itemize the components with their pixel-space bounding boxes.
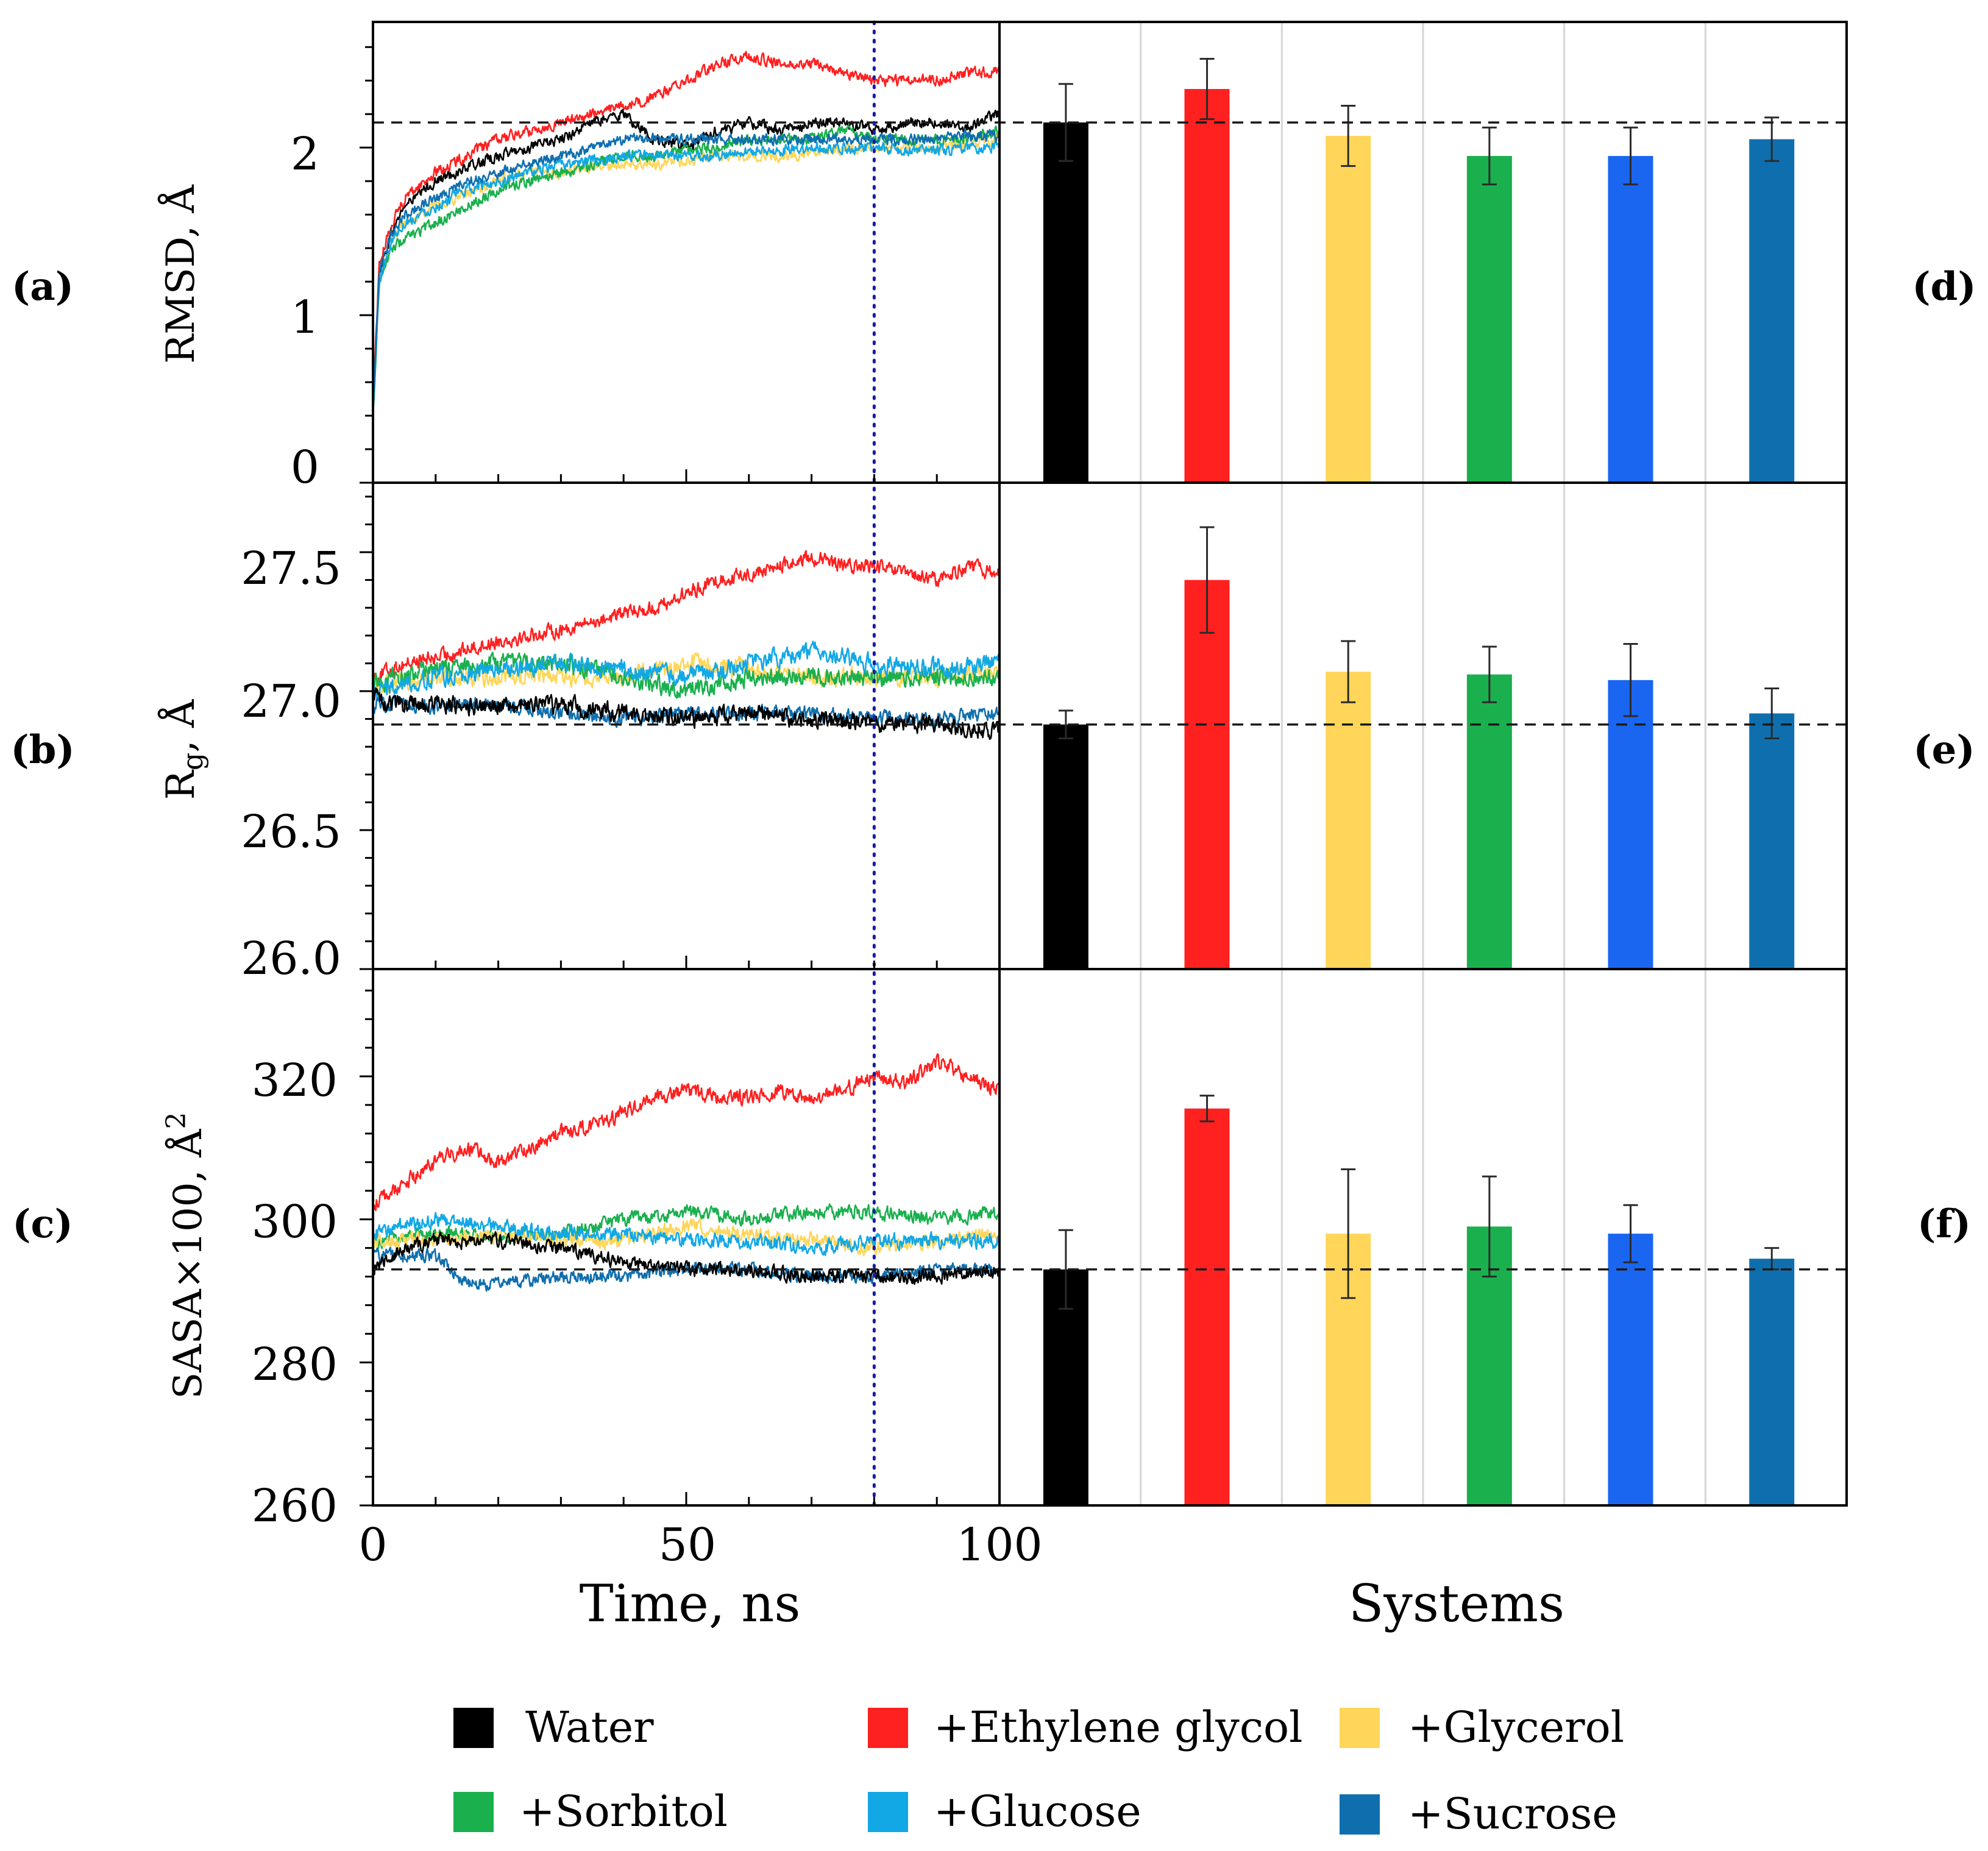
errorbar-e-2 (1341, 640, 1356, 703)
panel-label-c: (c) (12, 1201, 73, 1247)
bar-e-1 (1184, 580, 1230, 969)
panel-label-a: (a) (12, 264, 74, 310)
ylabel-b-main: R (158, 769, 204, 800)
systems-axis-label: Systems (1349, 1574, 1564, 1633)
line-panel-c (372, 1053, 1001, 1292)
legend-label-water: Water (525, 1702, 654, 1752)
panel-label-b: (b) (10, 727, 74, 773)
legend: Water +Ethylene glycol +Glycerol +Sorbit… (453, 1702, 1624, 1839)
series-b--glucose (372, 641, 1001, 700)
bar-e-5 (1749, 713, 1795, 969)
series-c--sucrose (372, 1246, 1000, 1292)
line-panel-a (372, 51, 1001, 415)
xtick-50: 50 (659, 1519, 716, 1571)
errorbar-d-5 (1764, 116, 1780, 162)
legend-swatch-ethylene-glycol (868, 1708, 908, 1748)
ytick-a-1: 1 (291, 291, 319, 344)
ytick-b-0: 26.0 (241, 933, 341, 985)
errorbar-d-3 (1482, 126, 1497, 186)
errorbar-d-1 (1199, 57, 1215, 120)
bar-e-3 (1466, 674, 1512, 969)
legend-swatch-sucrose (1340, 1794, 1380, 1835)
errorbar-e-3 (1482, 645, 1497, 703)
xtick-0: 0 (358, 1519, 387, 1571)
panel-label-f: (f) (1917, 1201, 1971, 1247)
series-c--glycerol (372, 1218, 1001, 1257)
ytick-a-2: 2 (291, 128, 319, 180)
ylabel-c: SASA×100, Å2 (161, 1112, 211, 1399)
line-panel-b (372, 550, 1001, 740)
bar-d-4 (1608, 155, 1653, 483)
line-series (372, 51, 1001, 1292)
series-c--ethylene-glycol (372, 1053, 1001, 1212)
series-a--sucrose (372, 128, 1001, 414)
bar-d-2 (1326, 135, 1371, 483)
ylabel-c-sup: 2 (161, 1112, 192, 1129)
bar-e-0 (1043, 724, 1088, 969)
frame-f (998, 968, 1848, 1507)
legend-swatch-glycerol (1340, 1708, 1380, 1748)
ytick-b-3: 27.5 (241, 542, 341, 595)
ylabel-b: Rg, Å (158, 699, 209, 800)
legend-swatch-glucose (868, 1792, 908, 1832)
bar-d-5 (1749, 139, 1795, 483)
ytick-c-1: 280 (252, 1338, 338, 1391)
bar-d-3 (1466, 155, 1512, 483)
series-b-water (372, 687, 1001, 740)
errorbar-e-0 (1058, 709, 1073, 740)
legend-label-glucose: +Glucose (934, 1786, 1141, 1836)
bar-d-1 (1184, 89, 1230, 483)
legend-label-ethylene-glycol: +Ethylene glycol (934, 1702, 1303, 1752)
panel-label-e: (e) (1913, 727, 1975, 773)
reference-lines (373, 20, 1847, 1507)
ylabel-b-tail: , Å (158, 699, 204, 753)
errorbar-d-4 (1623, 126, 1638, 186)
x-axis-label: Time, ns (580, 1574, 801, 1633)
bar-d-0 (1043, 122, 1088, 483)
ytick-c-3: 320 (252, 1054, 338, 1107)
bar-e-4 (1608, 680, 1653, 969)
series-c--glucose (372, 1212, 1001, 1256)
legend-swatch-water (453, 1708, 494, 1748)
axis-ticks (360, 46, 1001, 1507)
errorbar-d-2 (1341, 104, 1356, 167)
series-c-water (372, 1231, 1001, 1285)
legend-swatch-sorbitol (453, 1792, 494, 1832)
ylabel-b-sub: g (176, 753, 209, 770)
ylabel-c-main: SASA×100, Å (165, 1129, 211, 1399)
xtick-100: 100 (956, 1519, 1042, 1571)
errorbar-d-0 (1058, 83, 1073, 162)
ytick-b-1: 26.5 (241, 806, 341, 858)
errorbar-f-2 (1341, 1168, 1356, 1299)
series-c--sorbitol (372, 1203, 1001, 1249)
bar-f-1 (1184, 1108, 1230, 1505)
panel-label-d: (d) (1912, 264, 1976, 310)
legend-label-glycerol: +Glycerol (1408, 1702, 1624, 1752)
legend-label-sorbitol: +Sorbitol (519, 1786, 728, 1836)
ytick-a-0: 0 (291, 441, 319, 494)
ytick-c-0: 260 (252, 1480, 338, 1532)
errorbar-f-1 (1199, 1095, 1215, 1123)
ytick-b-2: 27.0 (241, 675, 341, 728)
bar-e-2 (1326, 672, 1371, 969)
errorbar-e-4 (1623, 642, 1638, 717)
series-b--ethylene-glycol (372, 550, 1001, 684)
errorbar-f-4 (1623, 1204, 1638, 1263)
errorbar-e-1 (1199, 526, 1215, 634)
series-a--ethylene-glycol (372, 51, 1000, 398)
bar-gridlines (1140, 22, 1706, 1505)
legend-label-sucrose: +Sucrose (1408, 1789, 1617, 1839)
series-a--glucose (372, 140, 1000, 414)
ylabel-a: RMSD, Å (158, 184, 204, 363)
bar-f-5 (1749, 1259, 1795, 1505)
ytick-c-2: 300 (252, 1196, 338, 1248)
errorbar-e-5 (1764, 687, 1780, 740)
errorbar-f-3 (1482, 1175, 1497, 1278)
bar-f-4 (1608, 1234, 1653, 1505)
errorbar-f-0 (1058, 1229, 1073, 1310)
